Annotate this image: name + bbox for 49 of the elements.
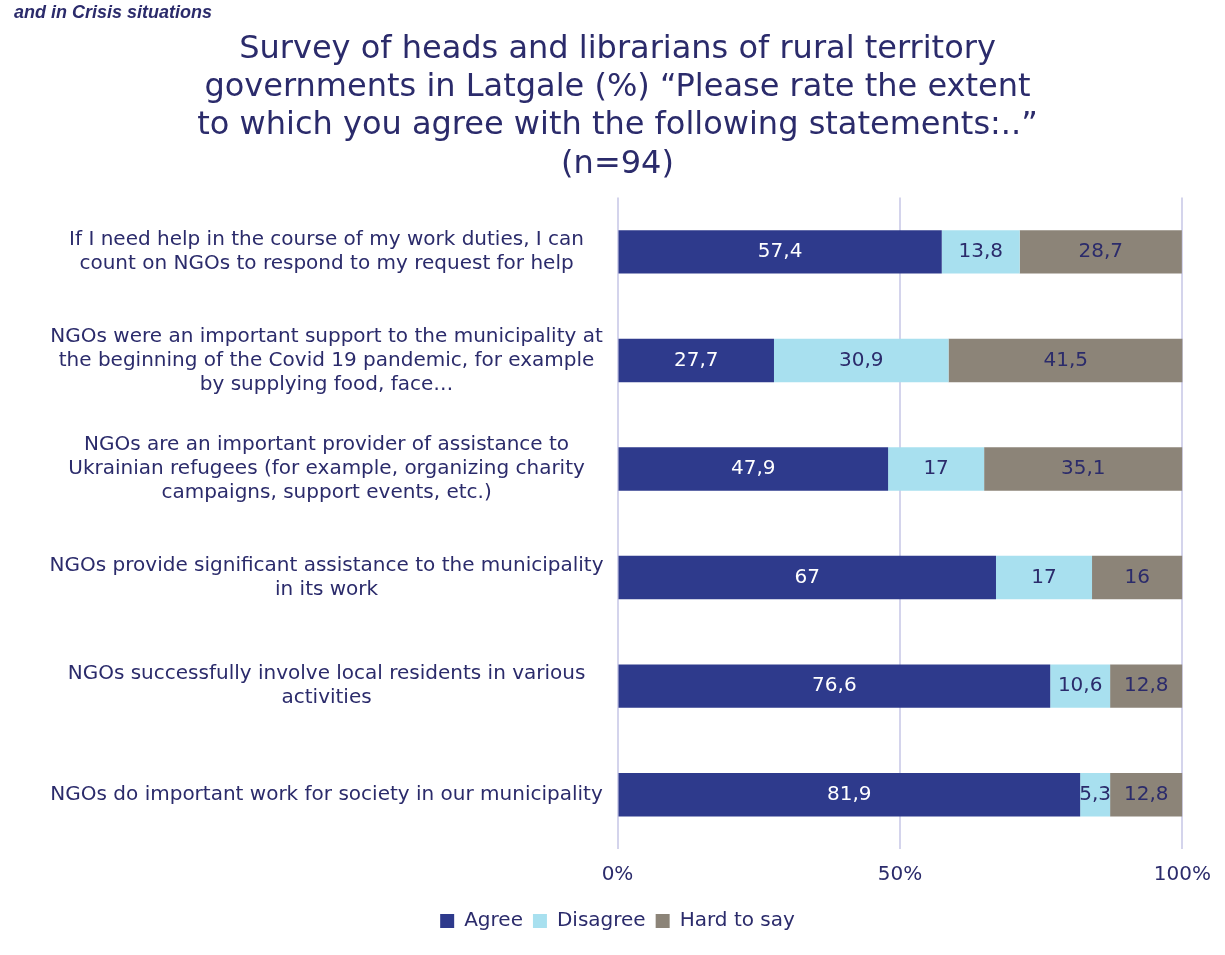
bar <box>618 773 1081 817</box>
bar <box>1110 773 1183 817</box>
y-tick-label: NGOs provide significant assistance to the municipality in its work <box>49 551 604 600</box>
data-label: 41,5 <box>1043 346 1089 371</box>
legend-label: Agree <box>464 907 523 932</box>
x-tick-label: 50% <box>877 861 923 886</box>
data-label: 12,8 <box>1123 672 1169 697</box>
data-label: 47,9 <box>731 455 776 480</box>
data-label: 67 <box>794 563 820 588</box>
data-label: 30,9 <box>838 346 884 371</box>
bar <box>1092 555 1183 600</box>
data-label: 17 <box>1031 563 1057 588</box>
data-label: 57,4 <box>757 238 803 263</box>
bar <box>618 338 774 383</box>
bar <box>888 447 985 491</box>
legend-label: Disagree <box>556 907 646 932</box>
y-tick-label: NGOs are an important provider of assistance to Ukrainian refugees (for example, organizing charity campaigns, support events, etc.) <box>68 431 586 504</box>
bar <box>618 555 996 600</box>
data-label: 27,7 <box>673 346 719 371</box>
bar <box>948 338 1183 383</box>
data-label: 16 <box>1124 563 1150 588</box>
y-tick-label: NGOs do important work for society in our municipality <box>50 780 603 805</box>
bar <box>1110 664 1183 708</box>
data-label: 5,3 <box>1079 780 1112 805</box>
bar <box>1050 664 1111 708</box>
bar <box>618 447 889 491</box>
bar <box>773 338 949 383</box>
data-label: 12,8 <box>1123 780 1169 805</box>
legend-label: Hard to say <box>679 907 795 932</box>
data-label: 35,1 <box>1061 455 1106 480</box>
data-label: 28,7 <box>1078 238 1124 263</box>
y-tick-label: NGOs successfully involve local residents in various activities <box>67 660 586 709</box>
data-label: 17 <box>923 455 949 480</box>
chart-title: Survey of heads and librarians of rural territory governments in Latgale (%) “Please rate the extent to which you agree with the following statements:..” (n=94) <box>197 27 1038 181</box>
x-tick-label: 100% <box>1153 861 1211 886</box>
data-label: 76,6 <box>812 672 857 697</box>
data-label: 10,6 <box>1057 672 1103 697</box>
bar <box>1019 230 1182 274</box>
bar <box>984 447 1183 491</box>
bar <box>618 230 942 274</box>
text: and in Crisis situations <box>14 2 213 23</box>
data-label: 13,8 <box>958 238 1003 263</box>
y-tick-label: NGOs were an important support to the municipality at the beginning of the Covid 19 pandemic, for example by supplying food, face… <box>50 322 603 395</box>
y-tick-label: If I need help in the course of my work duties, I can count on NGOs to respond to my request for help <box>69 226 585 275</box>
bar <box>941 230 1020 274</box>
bar <box>995 555 1093 600</box>
data-label: 81,9 <box>827 780 872 805</box>
bar <box>618 664 1051 708</box>
x-tick-label: 0% <box>601 861 634 886</box>
